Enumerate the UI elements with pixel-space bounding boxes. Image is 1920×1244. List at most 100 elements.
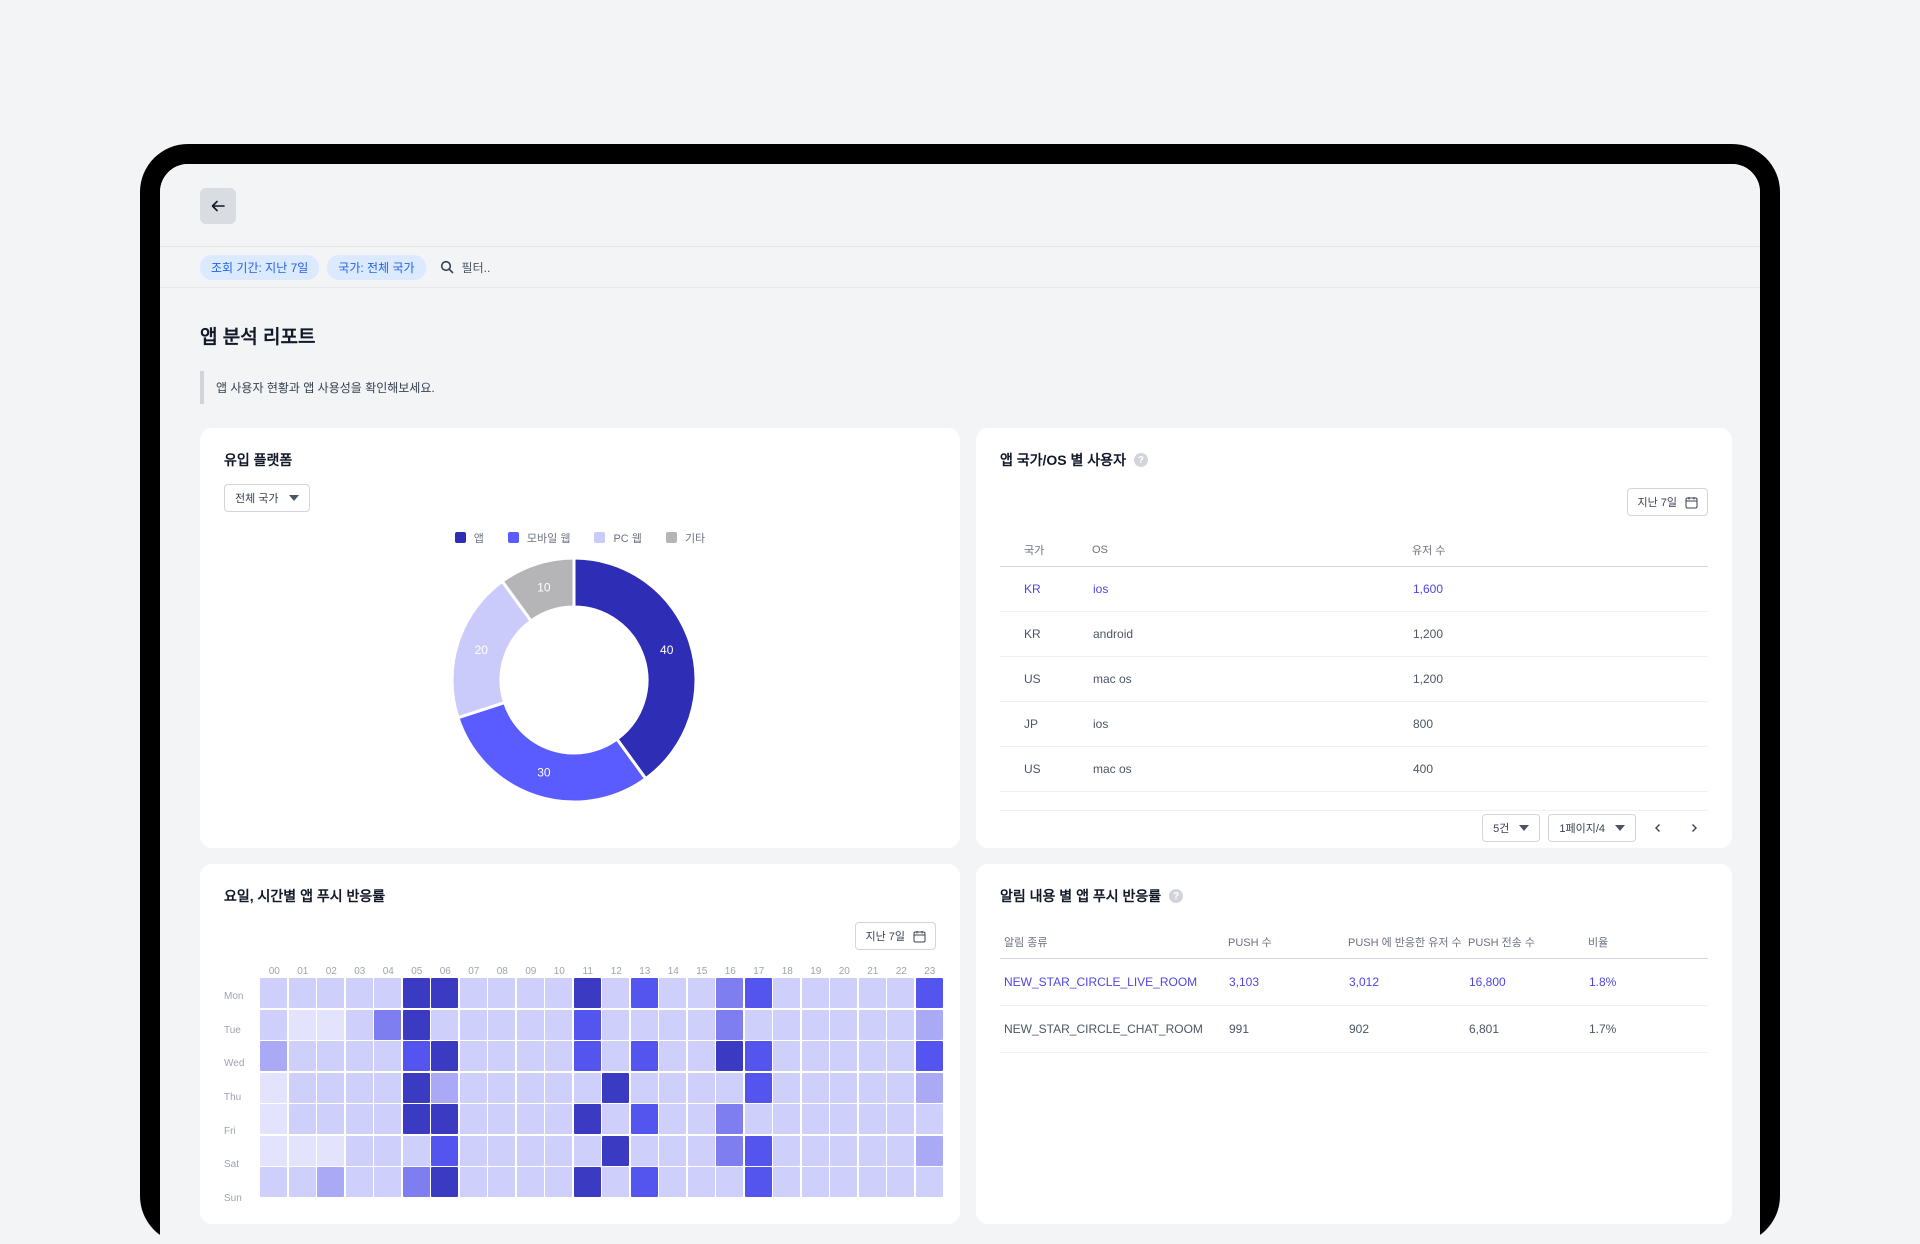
filter-chip-period[interactable]: 조회 기간: 지난 7일	[200, 254, 320, 280]
next-page-button[interactable]	[1680, 814, 1708, 842]
heatmap-cell[interactable]	[773, 1104, 800, 1134]
table-row[interactable]: KR ios 1,600	[1000, 566, 1708, 612]
heatmap-cell[interactable]	[431, 1072, 458, 1103]
back-button[interactable]	[200, 188, 236, 224]
heatmap-date-button[interactable]: 지난 7일	[855, 922, 936, 950]
heatmap-cell[interactable]	[773, 1041, 800, 1071]
heatmap-cell[interactable]	[659, 1072, 686, 1103]
heatmap-cell[interactable]	[516, 1135, 544, 1166]
heatmap-cell[interactable]	[402, 1041, 430, 1071]
heatmap-cell[interactable]	[887, 978, 914, 1008]
heatmap-cell[interactable]	[858, 978, 886, 1008]
heatmap-cell[interactable]	[545, 1104, 572, 1134]
heatmap-cell[interactable]	[402, 1009, 430, 1040]
heatmap-cell[interactable]	[773, 1009, 800, 1040]
heatmap-cell[interactable]	[716, 978, 743, 1008]
heatmap-cell[interactable]	[459, 1072, 487, 1103]
heatmap-cell[interactable]	[687, 978, 715, 1008]
heatmap-cell[interactable]	[317, 1009, 344, 1040]
heatmap-cell[interactable]	[345, 1041, 373, 1071]
heatmap-cell[interactable]	[260, 978, 287, 1008]
filter-search[interactable]: 필터..	[440, 259, 490, 276]
donut-slice[interactable]	[456, 700, 648, 804]
heatmap-cell[interactable]	[630, 978, 658, 1008]
heatmap-cell[interactable]	[887, 1135, 914, 1166]
heatmap-cell[interactable]	[459, 1104, 487, 1134]
prev-page-button[interactable]	[1644, 814, 1672, 842]
table-row[interactable]: US mac os 400	[1000, 746, 1708, 792]
heatmap-cell[interactable]	[830, 1072, 857, 1103]
heatmap-cell[interactable]	[573, 1104, 601, 1134]
heatmap-cell[interactable]	[659, 1041, 686, 1071]
heatmap-cell[interactable]	[516, 1104, 544, 1134]
heatmap-cell[interactable]	[602, 1135, 629, 1166]
heatmap-cell[interactable]	[630, 1167, 658, 1197]
heatmap-cell[interactable]	[573, 1072, 601, 1103]
heatmap-cell[interactable]	[402, 1104, 430, 1134]
heatmap-cell[interactable]	[545, 1041, 572, 1071]
heatmap-cell[interactable]	[345, 1135, 373, 1166]
heatmap-cell[interactable]	[687, 1135, 715, 1166]
heatmap-cell[interactable]	[374, 1135, 401, 1166]
table-row[interactable]: US mac os 1,200	[1000, 656, 1708, 702]
heatmap-cell[interactable]	[488, 1167, 515, 1197]
heatmap-cell[interactable]	[345, 1072, 373, 1103]
heatmap-cell[interactable]	[744, 978, 772, 1008]
heatmap-cell[interactable]	[345, 1167, 373, 1197]
heatmap-cell[interactable]	[687, 1009, 715, 1040]
heatmap-cell[interactable]	[317, 1104, 344, 1134]
heatmap-cell[interactable]	[345, 978, 373, 1008]
heatmap-cell[interactable]	[459, 1167, 487, 1197]
heatmap-cell[interactable]	[858, 1009, 886, 1040]
page-size-select[interactable]: 5건	[1482, 814, 1541, 842]
heatmap-cell[interactable]	[317, 1135, 344, 1166]
legend-item[interactable]: 기타	[665, 530, 705, 546]
heatmap-cell[interactable]	[545, 1072, 572, 1103]
heatmap-cell[interactable]	[887, 1009, 914, 1040]
heatmap-cell[interactable]	[402, 1167, 430, 1197]
heatmap-cell[interactable]	[516, 1009, 544, 1040]
heatmap-cell[interactable]	[260, 1104, 287, 1134]
table-row[interactable]: KR android 1,200	[1000, 611, 1708, 657]
heatmap-cell[interactable]	[488, 978, 515, 1008]
heatmap-cell[interactable]	[573, 1135, 601, 1166]
heatmap-cell[interactable]	[545, 978, 572, 1008]
table-row[interactable]: NEW_STAR_CIRCLE_CHAT_ROOM 991 902 6,801 1.7%	[1000, 1005, 1708, 1053]
heatmap-cell[interactable]	[602, 1009, 629, 1040]
heatmap-cell[interactable]	[260, 1072, 287, 1103]
heatmap-cell[interactable]	[374, 1104, 401, 1134]
heatmap-cell[interactable]	[431, 1041, 458, 1071]
heatmap-cell[interactable]	[545, 1167, 572, 1197]
heatmap-cell[interactable]	[260, 1041, 287, 1071]
heatmap-cell[interactable]	[516, 1041, 544, 1071]
heatmap-cell[interactable]	[288, 1135, 316, 1166]
heatmap-cell[interactable]	[659, 978, 686, 1008]
heatmap-cell[interactable]	[830, 1167, 857, 1197]
heatmap-cell[interactable]	[545, 1135, 572, 1166]
heatmap-cell[interactable]	[716, 1009, 743, 1040]
heatmap-cell[interactable]	[431, 1135, 458, 1166]
heatmap-cell[interactable]	[915, 978, 943, 1008]
heatmap-cell[interactable]	[602, 1041, 629, 1071]
heatmap-cell[interactable]	[488, 1135, 515, 1166]
heatmap-cell[interactable]	[887, 1072, 914, 1103]
heatmap-cell[interactable]	[858, 1072, 886, 1103]
heatmap-cell[interactable]	[630, 1104, 658, 1134]
heatmap-cell[interactable]	[659, 1009, 686, 1040]
heatmap-cell[interactable]	[288, 1104, 316, 1134]
heatmap-cell[interactable]	[402, 1135, 430, 1166]
heatmap-cell[interactable]	[488, 1041, 515, 1071]
heatmap-cell[interactable]	[915, 1072, 943, 1103]
page-select[interactable]: 1페이지/4	[1548, 814, 1636, 842]
heatmap-cell[interactable]	[459, 1041, 487, 1071]
heatmap-cell[interactable]	[659, 1135, 686, 1166]
heatmap-cell[interactable]	[915, 1104, 943, 1134]
heatmap-cell[interactable]	[744, 1135, 772, 1166]
heatmap-cell[interactable]	[288, 1009, 316, 1040]
heatmap-cell[interactable]	[288, 978, 316, 1008]
heatmap-cell[interactable]	[459, 1009, 487, 1040]
heatmap-cell[interactable]	[317, 1167, 344, 1197]
heatmap-cell[interactable]	[801, 978, 829, 1008]
heatmap-cell[interactable]	[602, 1167, 629, 1197]
heatmap-cell[interactable]	[744, 1104, 772, 1134]
